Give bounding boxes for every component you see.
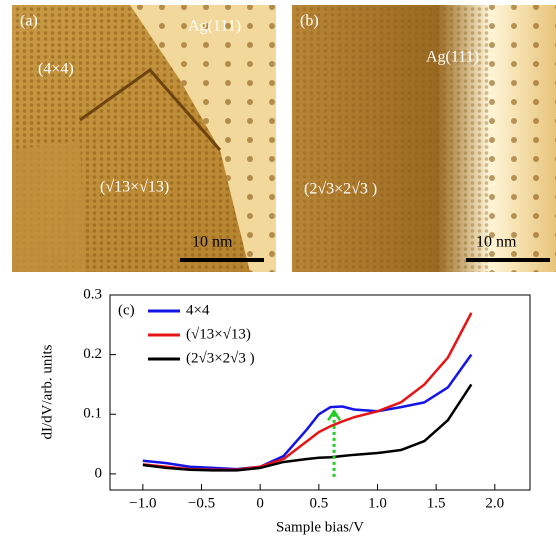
region-label: Ag(111) xyxy=(426,49,479,66)
x-tick-label: −1.0 xyxy=(129,495,156,511)
y-axis-label: dI/dV/arb. units xyxy=(39,344,55,439)
y-tick-label: 0 xyxy=(95,465,103,481)
scale-label: 10 nm xyxy=(476,234,517,251)
region-label: (√13×√13) xyxy=(100,179,169,196)
x-axis-label: Sample bias/V xyxy=(276,519,364,535)
x-tick-label: 1.0 xyxy=(368,495,387,511)
region-label: (4×4) xyxy=(38,61,74,78)
region-label: Ag(111) xyxy=(188,18,241,35)
legend-label: (2√3×2√3 ) xyxy=(186,350,255,366)
y-tick-label: 0.3 xyxy=(83,286,102,302)
series-line xyxy=(143,355,471,469)
chart: (c) Sample bias/V dI/dV/arb. units −1.0 −… xyxy=(39,286,530,535)
panel-label: (b) xyxy=(300,13,319,30)
y-tick-label: 0.1 xyxy=(83,406,102,422)
panel-label: (a) xyxy=(20,13,38,30)
x-tick-label: 1.5 xyxy=(427,495,446,511)
x-tick-label: 0.5 xyxy=(309,495,328,511)
region-label: (2√3×2√3 ) xyxy=(304,181,377,198)
x-tick-label: 2.0 xyxy=(485,495,504,511)
x-tick-label: −0.5 xyxy=(188,495,215,511)
stm-image-b: (b) Ag(111) (2√3×2√3 ) 10 nm xyxy=(292,5,556,272)
legend-label: 4×4 xyxy=(186,302,210,318)
stm-image-a: (a) Ag(111) (4×4) (√13×√13) 10 nm xyxy=(12,5,276,272)
panel-label: (c) xyxy=(118,302,135,318)
figure: (a) Ag(111) (4×4) (√13×√13) 10 nm (b) Ag… xyxy=(0,0,556,544)
legend-label: (√13×√13) xyxy=(186,326,251,342)
scale-label: 10 nm xyxy=(192,234,233,251)
y-tick-label: 0.2 xyxy=(83,346,102,362)
x-tick-label: 0 xyxy=(256,495,264,511)
